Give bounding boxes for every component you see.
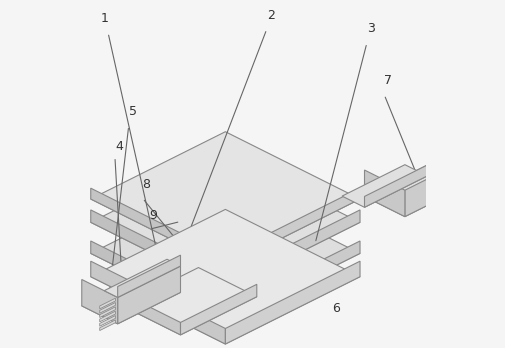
Polygon shape: [90, 209, 359, 344]
Text: 2: 2: [266, 9, 274, 22]
Text: 5: 5: [128, 105, 136, 118]
Polygon shape: [465, 165, 480, 175]
Polygon shape: [225, 261, 359, 344]
Polygon shape: [82, 279, 118, 324]
Polygon shape: [90, 188, 225, 266]
Polygon shape: [90, 132, 359, 266]
Polygon shape: [465, 168, 480, 177]
Polygon shape: [122, 293, 180, 335]
Polygon shape: [341, 165, 427, 207]
Polygon shape: [465, 157, 480, 166]
Polygon shape: [364, 165, 467, 217]
Polygon shape: [104, 259, 180, 298]
Polygon shape: [180, 284, 257, 335]
Polygon shape: [90, 155, 359, 290]
Polygon shape: [465, 162, 480, 172]
Text: 4: 4: [115, 140, 123, 153]
Text: 7: 7: [383, 74, 391, 87]
Polygon shape: [122, 268, 257, 335]
Polygon shape: [82, 275, 180, 324]
Polygon shape: [225, 188, 359, 266]
Text: 1: 1: [101, 12, 109, 25]
Polygon shape: [465, 151, 480, 161]
Polygon shape: [99, 307, 115, 317]
Polygon shape: [364, 165, 427, 207]
Polygon shape: [99, 320, 115, 331]
Text: 6: 6: [332, 302, 339, 315]
Polygon shape: [465, 154, 480, 164]
Polygon shape: [465, 159, 480, 169]
Text: 3: 3: [366, 23, 374, 35]
Polygon shape: [99, 316, 115, 326]
Polygon shape: [90, 241, 225, 321]
Polygon shape: [118, 255, 180, 298]
Polygon shape: [90, 186, 359, 321]
Polygon shape: [364, 170, 404, 217]
Polygon shape: [225, 241, 359, 321]
Polygon shape: [225, 210, 359, 290]
Text: 8: 8: [142, 178, 150, 191]
Polygon shape: [90, 261, 225, 344]
Polygon shape: [99, 302, 115, 313]
Polygon shape: [99, 311, 115, 322]
Text: 9: 9: [149, 209, 157, 222]
Polygon shape: [465, 171, 480, 180]
Polygon shape: [99, 298, 115, 309]
Polygon shape: [118, 266, 180, 324]
Polygon shape: [404, 159, 467, 217]
Polygon shape: [90, 210, 225, 290]
